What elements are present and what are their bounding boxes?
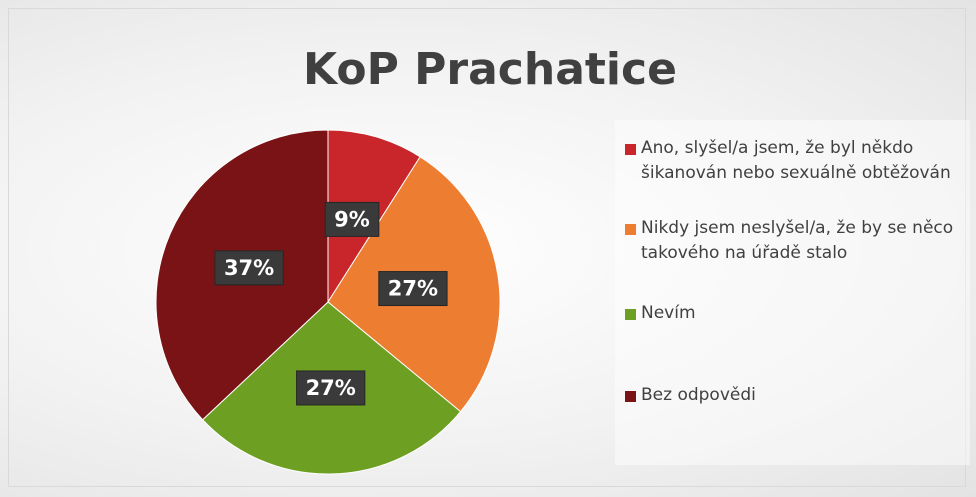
legend-label: Ano, slyšel/a jsem, že byl někdo šikanov… [641,138,951,183]
legend-swatch [625,309,636,320]
legend-label: Nevím [641,303,696,323]
data-label-text: 27% [388,277,438,301]
legend-item: Ano, slyšel/a jsem, že byl někdo šikanov… [625,136,965,186]
data-label-text: 27% [306,376,356,400]
data-label-box [296,370,366,406]
legend-swatch [625,391,636,402]
legend-label: Nikdy jsem neslyšel/a, že by se něco tak… [641,218,954,263]
data-label-box [214,250,284,286]
chart-title: KoP Prachatice [303,44,677,95]
legend-swatch [625,144,636,155]
data-label-box [324,201,380,237]
data-label: 27% [378,271,448,307]
legend-label: Bez odpovědi [641,385,756,405]
legend-item: Nikdy jsem neslyšel/a, že by se něco tak… [625,216,965,266]
legend-item: Bez odpovědi [625,383,965,408]
data-label: 27% [296,370,366,406]
legend-item: Nevím [625,301,965,326]
legend: Ano, slyšel/a jsem, že byl někdo šikanov… [615,120,970,465]
data-label-text: 9% [334,207,370,231]
frame [8,8,966,487]
data-label-box [378,271,448,307]
data-label-text: 37% [224,256,274,280]
data-label: 37% [214,250,284,286]
data-label: 9% [324,201,380,237]
legend-swatch [625,224,636,235]
